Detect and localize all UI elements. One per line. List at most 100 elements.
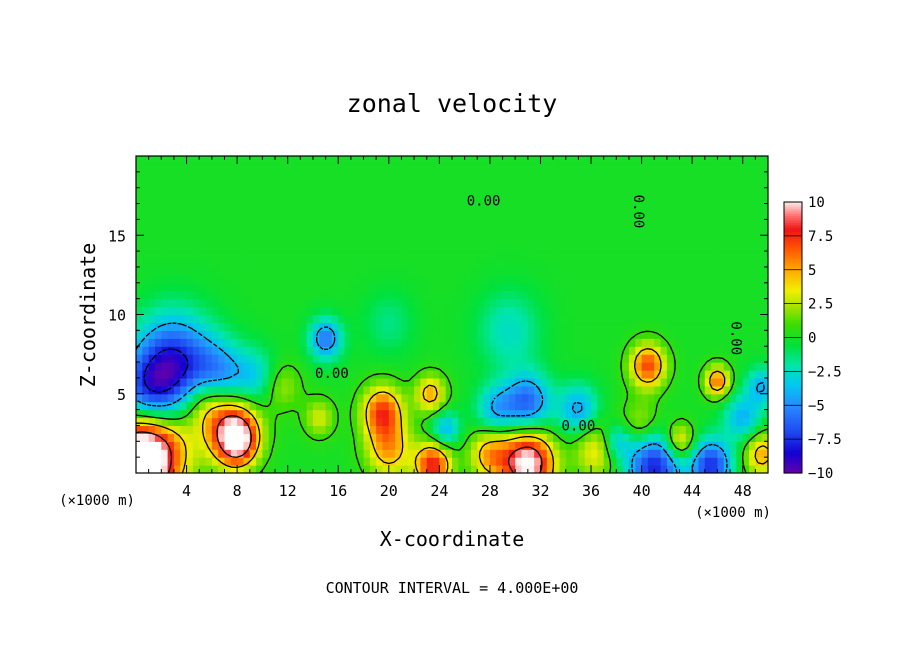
field-cell bbox=[300, 417, 308, 427]
field-cell bbox=[679, 377, 687, 387]
field-cell bbox=[578, 433, 586, 442]
field-cell bbox=[211, 266, 219, 276]
field-cell bbox=[433, 171, 440, 181]
field-cell bbox=[458, 346, 466, 355]
field-cell bbox=[635, 322, 643, 331]
field-cell bbox=[717, 259, 725, 268]
field-cell bbox=[692, 417, 700, 427]
field-cell bbox=[148, 179, 156, 189]
field-cell bbox=[426, 457, 434, 466]
field-cell bbox=[230, 171, 238, 181]
field-cell bbox=[312, 354, 320, 363]
field-cell bbox=[654, 322, 662, 331]
field-cell bbox=[641, 330, 649, 339]
field-cell bbox=[470, 187, 478, 197]
field-cell bbox=[515, 235, 523, 244]
field-cell bbox=[603, 417, 611, 427]
field-cell bbox=[534, 417, 542, 427]
field-cell bbox=[761, 433, 768, 442]
field-cell bbox=[376, 259, 384, 268]
field-cell bbox=[711, 338, 719, 347]
field-cell bbox=[344, 219, 352, 228]
field-cell bbox=[736, 369, 744, 379]
field-cell bbox=[281, 306, 289, 316]
field-cell bbox=[660, 187, 668, 197]
field-cell bbox=[369, 322, 377, 331]
field-cell bbox=[742, 425, 750, 434]
field-cell bbox=[761, 163, 768, 173]
field-cell bbox=[230, 417, 238, 427]
field-cell bbox=[761, 195, 768, 205]
field-cell bbox=[565, 219, 573, 228]
field-cell bbox=[616, 179, 624, 189]
field-cell bbox=[401, 409, 409, 419]
field-cell bbox=[401, 441, 409, 450]
field-cell bbox=[401, 195, 409, 205]
field-cell bbox=[401, 377, 409, 387]
field-cell bbox=[496, 195, 504, 205]
field-cell bbox=[755, 266, 763, 276]
field-cell bbox=[325, 195, 333, 205]
field-cell bbox=[508, 179, 516, 189]
field-cell bbox=[224, 290, 232, 300]
field-cell bbox=[331, 433, 339, 442]
field-cell bbox=[445, 211, 453, 220]
field-cell bbox=[673, 409, 681, 419]
field-cell bbox=[660, 377, 668, 387]
field-cell bbox=[439, 425, 447, 434]
field-cell bbox=[654, 330, 662, 339]
field-cell bbox=[717, 266, 725, 276]
field-cell bbox=[572, 235, 579, 244]
field-cell bbox=[616, 417, 624, 427]
field-cell bbox=[711, 433, 719, 442]
field-cell bbox=[294, 330, 301, 339]
field-cell bbox=[287, 274, 295, 284]
field-cell bbox=[154, 409, 162, 419]
field-cell bbox=[420, 362, 428, 371]
field-cell bbox=[445, 266, 453, 276]
field-cell bbox=[641, 322, 649, 331]
field-cell bbox=[572, 290, 579, 300]
field-cell bbox=[546, 465, 554, 473]
field-cell bbox=[281, 425, 289, 434]
field-cell bbox=[540, 259, 548, 268]
field-cell bbox=[243, 362, 251, 371]
field-cell bbox=[306, 235, 314, 244]
field-cell bbox=[496, 243, 504, 252]
field-cell bbox=[268, 274, 276, 284]
field-cell bbox=[205, 235, 213, 244]
field-cell bbox=[742, 369, 750, 379]
field-cell bbox=[369, 306, 377, 316]
field-cell bbox=[224, 330, 232, 339]
field-cell bbox=[268, 385, 276, 395]
field-cell bbox=[458, 251, 466, 260]
field-cell bbox=[578, 171, 586, 181]
field-cell bbox=[369, 179, 377, 189]
field-cell bbox=[496, 322, 504, 331]
field-cell bbox=[489, 251, 497, 260]
field-cell bbox=[186, 187, 194, 197]
field-cell bbox=[249, 362, 257, 371]
field-cell bbox=[243, 266, 251, 276]
field-cell bbox=[167, 369, 175, 379]
field-cell bbox=[148, 409, 156, 419]
field-cell bbox=[331, 314, 339, 324]
field-cell bbox=[256, 354, 263, 363]
field-cell bbox=[464, 449, 472, 458]
field-cell bbox=[546, 306, 554, 316]
field-cell bbox=[205, 425, 213, 434]
field-cell bbox=[136, 266, 143, 276]
field-cell bbox=[565, 266, 573, 276]
field-cell bbox=[489, 266, 497, 276]
field-cell bbox=[572, 425, 579, 434]
field-cell bbox=[136, 235, 143, 244]
field-cell bbox=[262, 465, 270, 473]
field-cell bbox=[167, 259, 175, 268]
field-cell bbox=[761, 385, 768, 395]
field-cell bbox=[572, 314, 579, 324]
field-cell bbox=[534, 338, 542, 347]
field-cell bbox=[521, 282, 529, 292]
field-cell bbox=[755, 179, 763, 189]
field-cell bbox=[218, 393, 226, 403]
field-cell bbox=[167, 298, 175, 308]
